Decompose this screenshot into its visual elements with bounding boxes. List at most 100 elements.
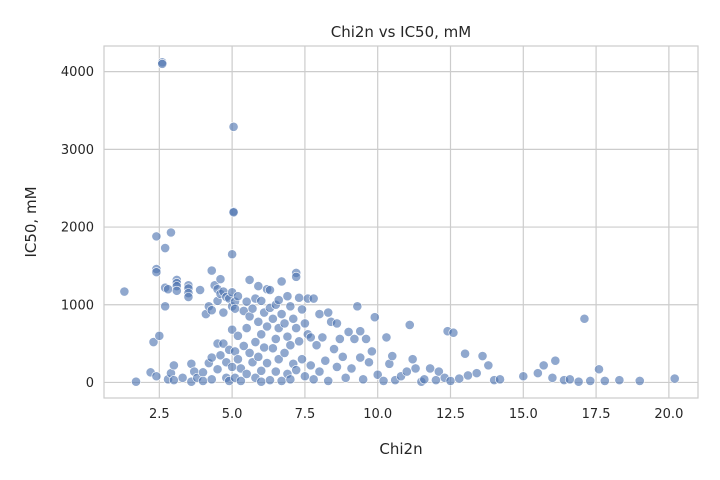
data-point <box>131 376 141 387</box>
data-points <box>119 57 680 387</box>
data-point <box>297 304 307 315</box>
data-point <box>518 371 529 382</box>
data-point <box>288 313 299 324</box>
data-point <box>433 366 444 377</box>
data-point <box>241 323 252 333</box>
x-tick-label: 15.0 <box>509 407 538 422</box>
data-point <box>279 318 290 329</box>
data-point <box>151 231 162 242</box>
data-point <box>276 309 287 319</box>
data-point <box>594 364 604 375</box>
data-point <box>168 375 179 386</box>
data-point <box>230 303 240 314</box>
data-point <box>361 334 371 344</box>
data-point <box>332 318 342 329</box>
data-point <box>233 354 243 365</box>
data-point <box>215 350 226 361</box>
data-point <box>177 372 188 383</box>
data-point <box>256 295 267 306</box>
plot-frame <box>103 45 699 399</box>
data-point <box>381 332 392 343</box>
data-point <box>265 375 275 386</box>
data-point <box>550 355 561 366</box>
data-point <box>340 372 351 383</box>
data-point <box>285 301 296 312</box>
data-point <box>151 371 162 382</box>
data-point <box>585 376 596 386</box>
chart-title: Chi2n vs IC50, mM <box>331 23 472 41</box>
data-point <box>669 373 680 384</box>
data-point <box>291 323 302 333</box>
data-point <box>366 346 377 357</box>
grid-lines <box>104 46 698 398</box>
data-point <box>206 305 217 316</box>
data-point <box>160 301 171 312</box>
data-point <box>471 368 482 379</box>
data-point <box>244 274 255 285</box>
data-point <box>267 313 278 324</box>
data-point <box>171 285 182 296</box>
data-point <box>227 324 238 335</box>
data-point <box>227 249 238 260</box>
data-point <box>148 337 159 347</box>
y-tick-labels: 0 1000 2000 3000 4000 <box>61 65 94 391</box>
data-point <box>291 365 302 375</box>
data-point <box>300 318 310 329</box>
data-point <box>267 343 278 354</box>
data-point <box>206 265 217 276</box>
data-point <box>228 207 239 218</box>
data-point <box>215 274 226 285</box>
y-tick-label: 1000 <box>61 298 94 313</box>
data-point <box>314 366 325 377</box>
data-point <box>294 292 304 303</box>
data-point <box>253 316 264 327</box>
data-point <box>270 366 281 377</box>
data-point <box>163 284 173 295</box>
x-tick-label: 12.5 <box>436 407 465 422</box>
data-point <box>483 360 494 371</box>
data-point <box>314 309 325 319</box>
y-axis-label: IC50, mM <box>22 186 40 257</box>
data-point <box>355 326 366 337</box>
data-point <box>256 365 267 376</box>
data-point <box>454 373 465 384</box>
data-point <box>206 374 217 385</box>
data-point <box>308 374 319 385</box>
data-point <box>285 340 296 351</box>
data-point <box>253 351 264 362</box>
data-point <box>195 285 205 295</box>
data-point <box>463 370 473 381</box>
data-point <box>317 332 328 343</box>
data-point <box>349 334 360 344</box>
data-point <box>206 352 217 363</box>
data-point <box>300 371 310 382</box>
data-point <box>160 243 171 253</box>
data-point <box>305 360 316 371</box>
data-point <box>323 376 334 386</box>
data-point <box>241 369 252 379</box>
data-point <box>273 354 284 365</box>
data-point <box>238 341 249 351</box>
data-point <box>337 351 348 362</box>
data-point <box>218 338 229 349</box>
data-point <box>166 227 176 238</box>
data-point <box>445 376 456 386</box>
data-point <box>355 352 366 363</box>
data-point <box>329 344 339 354</box>
data-point <box>477 351 488 361</box>
data-point <box>387 351 398 361</box>
data-point <box>265 285 275 295</box>
data-point <box>311 340 322 351</box>
data-point <box>227 362 238 372</box>
data-point <box>241 296 252 307</box>
x-tick-label: 7.5 <box>295 407 316 422</box>
data-point <box>305 332 316 343</box>
data-point <box>285 374 296 385</box>
data-point <box>334 334 345 344</box>
data-point <box>538 360 549 371</box>
data-point <box>323 307 334 318</box>
y-tick-label: 0 <box>86 376 94 391</box>
data-point <box>294 336 304 347</box>
data-point <box>282 331 293 342</box>
y-tick-label: 4000 <box>61 65 94 80</box>
